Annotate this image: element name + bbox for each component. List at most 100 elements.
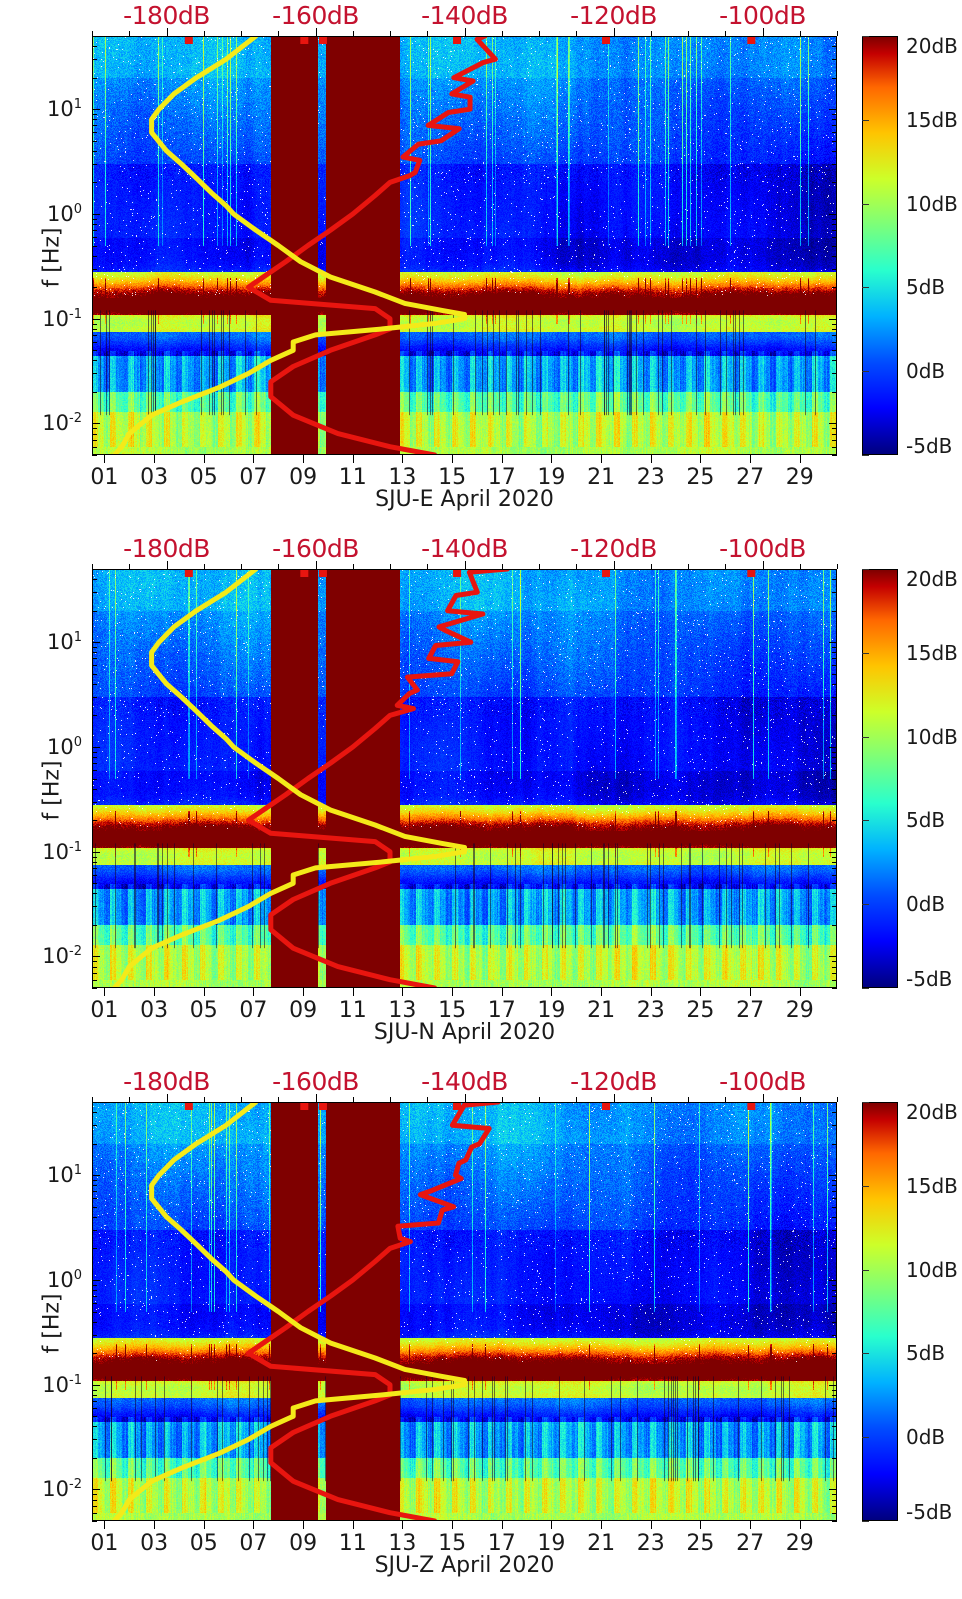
y-axis-minor-tick [92, 867, 97, 869]
x-axis-tick-label: 11 [338, 1531, 367, 1556]
y-axis-minor-tick [832, 1499, 837, 1501]
x-axis-tick-label: 23 [636, 1531, 665, 1556]
y-axis-minor-tick [92, 1112, 97, 1114]
top-axis-minor-tick [203, 564, 205, 569]
x-axis-tick [154, 988, 156, 996]
top-axis-minor-tick [203, 31, 205, 36]
y-axis-minor-tick [92, 757, 97, 759]
y-axis-minor-tick [92, 1512, 97, 1514]
y-axis-minor-tick [832, 114, 837, 115]
y-axis-minor-tick [832, 268, 837, 270]
x-axis: 01 03 05 07 09 11 13 15 17 19 21 23 25 27 29 [90, 988, 837, 1052]
top-axis-minor-tick [576, 31, 578, 36]
y-axis-minor-tick [92, 751, 97, 753]
y-axis-minor-tick [832, 1400, 837, 1402]
y-axis-minor-tick [832, 1303, 837, 1305]
y-axis-minor-tick [832, 218, 837, 220]
colorbar-tick-label: 5dB [906, 1341, 946, 1366]
y-axis-minor-tick [92, 1499, 97, 1501]
y-axis-minor-tick [832, 230, 837, 232]
y-axis-tick [829, 213, 837, 215]
y-axis-minor-tick [832, 683, 837, 685]
x-axis-tick [452, 455, 454, 463]
y-axis-minor-tick [92, 763, 97, 765]
y-axis-minor-tick [92, 114, 97, 115]
x-axis-tick-label: 23 [636, 465, 665, 490]
x-axis-tick [501, 1521, 503, 1529]
top-axis-label: -140dB [421, 534, 508, 563]
y-axis-minor-tick [92, 182, 97, 184]
x-axis-tick-label: 09 [289, 465, 318, 490]
top-axis-minor-tick [799, 1097, 801, 1102]
colorbar-tick [862, 736, 869, 738]
colorbar-tick [862, 1102, 869, 1103]
y-axis-minor-tick [92, 1125, 97, 1127]
top-axis-minor-tick [539, 1097, 540, 1102]
y-axis-minor-tick [832, 988, 837, 989]
y-axis-minor-tick [92, 1416, 97, 1418]
y-axis-minor-tick [92, 673, 97, 675]
y-axis-tick-label: 10-2 [42, 944, 82, 969]
y-axis-minor-tick [92, 59, 97, 61]
y-axis-minor-tick [92, 150, 97, 152]
x-axis-tick [650, 988, 652, 996]
x-axis-tick [402, 988, 404, 996]
top-axis-minor-tick [725, 1097, 727, 1102]
x-axis-tick-label: 09 [289, 998, 318, 1023]
panel-sju-z: -180dB -160dB -140dB -120dB -100dB 10-2 10-1 1… [0, 1066, 962, 1585]
x-axis: 01 03 05 07 09 11 13 15 17 19 21 23 25 27 29 [90, 455, 837, 519]
y-axis-minor-tick [92, 245, 97, 247]
y-axis-tick-label: 101 [46, 1163, 82, 1188]
top-axis-minor-tick [129, 31, 131, 36]
y-axis-title: f [Hz] [39, 760, 65, 821]
top-axis-minor-tick [92, 31, 93, 36]
y-axis-minor-tick [92, 1185, 97, 1187]
y-axis-minor-tick [92, 874, 97, 876]
y-axis-minor-tick [92, 883, 97, 885]
x-axis-tick [203, 988, 205, 996]
y-axis-minor-tick [92, 1394, 97, 1396]
y-axis-tick-label: 101 [46, 630, 82, 655]
colorbar-tick-label: 10dB [906, 1257, 958, 1282]
y-axis-minor-tick [92, 979, 97, 981]
y-axis-minor-tick [832, 1394, 837, 1396]
x-axis-tick [154, 455, 156, 463]
y-axis-minor-tick [92, 1494, 97, 1496]
y-axis-minor-tick [832, 1216, 837, 1218]
x-axis-tick [104, 988, 106, 996]
y-axis-minor-tick [92, 433, 97, 435]
y-axis-minor-tick [832, 433, 837, 435]
x-axis-tick [700, 1521, 702, 1529]
colorbar-ticks: -5dB 0dB 5dB 10dB 15dB 20dB [862, 34, 958, 458]
x-axis-tick [601, 988, 603, 996]
x-axis-tick-label: 07 [239, 1531, 268, 1556]
y-axis-tick [92, 851, 100, 853]
x-axis-tick-label: 07 [239, 465, 268, 490]
top-axis-label: -120dB [570, 1067, 657, 1096]
y-axis-minor-tick [832, 341, 837, 343]
y-axis-tick [829, 956, 837, 958]
y-axis-minor-tick [92, 1389, 97, 1391]
y-axis-minor-tick [92, 924, 97, 926]
y-axis-minor-tick [92, 36, 97, 37]
y-axis-tick [829, 1384, 837, 1386]
y-axis-tick [829, 318, 837, 320]
colorbar [862, 1102, 898, 1521]
y-axis-minor-tick [92, 893, 97, 895]
y-axis-minor-tick [832, 906, 837, 908]
y-axis-tick [92, 642, 100, 644]
y-axis-minor-tick [832, 1353, 837, 1355]
y-axis-minor-tick [92, 569, 97, 570]
top-axis-tick [464, 1094, 466, 1102]
colorbar-tick-label: 15dB [906, 640, 958, 665]
x-axis-tick-label: 17 [487, 465, 516, 490]
x-axis-tick [402, 1521, 404, 1529]
y-axis-tick [829, 851, 837, 853]
y-axis-minor-tick [832, 1185, 837, 1187]
colorbar-tick-label: 5dB [906, 275, 946, 300]
y-axis-minor-tick [92, 1191, 97, 1193]
y-axis-minor-tick [92, 1296, 97, 1298]
x-axis-tick [750, 455, 752, 463]
x-axis-tick [700, 455, 702, 463]
y-axis-minor-tick [92, 334, 97, 336]
